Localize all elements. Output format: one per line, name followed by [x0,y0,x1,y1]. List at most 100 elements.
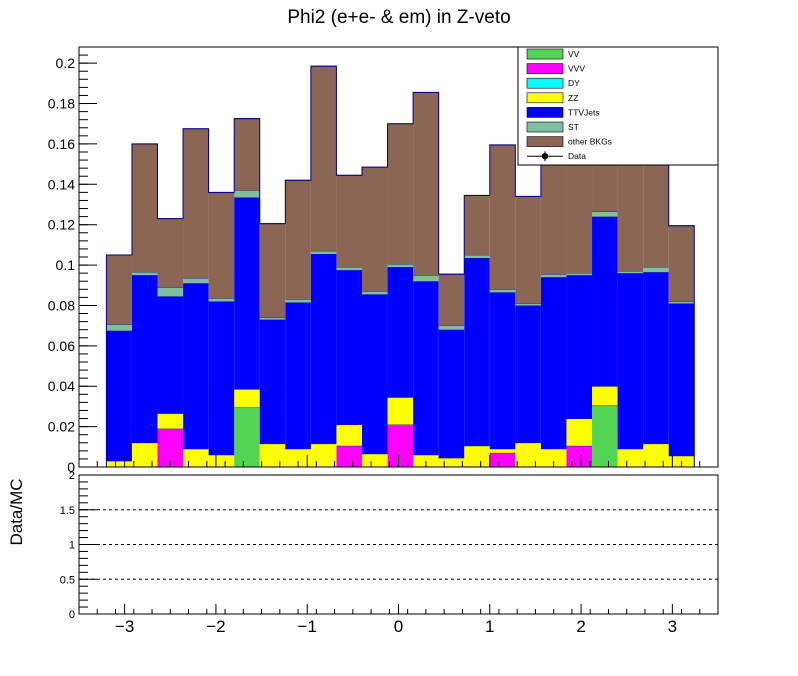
bar-st-11 [387,264,414,268]
ratio-axes: 0 0.5 1 1.5 2 [60,470,719,621]
bar-other-bkgs-6 [259,223,286,318]
bar-vvv-11 [387,424,414,467]
bar-other-bkgs-17 [540,161,567,275]
bar-other-bkgs-15 [489,144,516,290]
bar-other-bkgs-2 [157,218,184,288]
bar-vvv-15 [489,452,516,467]
bar-st-3 [183,278,209,284]
bar-vv-19 [592,405,618,467]
legend-swatch-vv [526,48,564,60]
bar-st-4 [208,298,235,302]
bar-st-1 [131,272,158,276]
bar-st-22 [668,301,695,304]
bar-other-bkgs-11 [387,123,414,265]
bar-ttvjets-17 [540,277,567,449]
bar-ttvjets-10 [361,294,388,454]
bar-ttvjets-18 [566,275,593,419]
x-tick-label: 3 [668,617,677,636]
bar-other-bkgs-20 [617,163,644,272]
x-tick-labels: −3 −2 −1 0 1 2 3 [115,617,677,636]
bar-zz-10 [361,453,388,467]
bar-st-16 [515,303,541,306]
bar-other-bkgs-13 [438,274,465,326]
bar-other-bkgs-16 [515,196,541,304]
bar-st-6 [259,317,286,320]
bar-st-5 [234,190,260,198]
bar-st-14 [464,254,490,259]
bar-st-19 [592,211,618,217]
bar-ttvjets-19 [592,216,618,387]
ratio-frame [78,474,719,615]
ratio-y-tick-label: 0.5 [60,574,75,586]
bar-st-9 [336,267,362,271]
y-tick-label: 0.12 [48,217,75,233]
bar-vvv-9 [336,445,362,467]
bar-zz-19 [592,386,618,406]
bar-ttvjets-22 [668,303,695,456]
bar-other-bkgs-4 [208,192,235,299]
legend-swatch-ttvjets [526,107,564,118]
bar-st-17 [540,274,567,278]
bar-other-bkgs-7 [285,180,311,300]
bar-ttvjets-3 [183,283,209,449]
bar-zz-14 [464,445,490,467]
legend-label-vvv: VVV [568,64,585,74]
bar-other-bkgs-9 [336,175,362,268]
legend-label-other-bkgs: other BKGs [568,137,612,147]
legend-swatch-vvv [526,63,564,74]
bar-zz-13 [438,457,465,467]
bar-st-7 [285,299,311,303]
bar-ttvjets-5 [234,197,260,390]
bar-other-bkgs-22 [668,225,695,302]
bar-ttvjets-14 [464,258,490,446]
bar-zz-21 [643,443,669,467]
x-tick-label: 1 [485,617,494,636]
bar-ttvjets-21 [643,272,669,444]
legend-swatch-zz [526,92,564,104]
bar-st-13 [438,325,465,330]
y-tick-label: 0.2 [56,55,76,71]
bar-zz-18 [566,418,593,446]
legend-swatch-dy [526,77,564,89]
bar-zz-3 [183,448,209,467]
legend-label-st: ST [568,122,579,132]
x-tick-label: −1 [298,617,317,636]
y-tick-label: 0.04 [48,378,75,394]
bar-st-10 [361,291,388,295]
bar-ttvjets-2 [157,296,184,414]
legend-label-dy: DY [568,78,580,88]
bar-st-21 [643,267,669,273]
bar-other-bkgs-1 [131,143,158,273]
bar-ttvjets-9 [336,270,362,425]
bar-zz-9 [336,424,362,446]
bar-ttvjets-11 [387,267,414,398]
x-tick-label: −2 [206,617,225,636]
bar-st-8 [310,250,337,254]
y-tick-label: 0.08 [48,297,75,313]
bar-st-20 [617,271,644,274]
ratio-y-axis-label: Data/MC [7,478,26,545]
bar-zz-17 [540,448,567,467]
bar-other-bkgs-0 [106,254,132,325]
bar-zz-0 [106,460,132,467]
bar-other-bkgs-8 [310,66,337,251]
bar-st-2 [157,287,184,297]
bar-ttvjets-20 [617,273,644,449]
main-frame [78,46,719,468]
legend-swatch-st [526,121,564,133]
ratio-panel: 0 0.5 1 1.5 2 Data/MC [7,470,719,621]
x-tick-label: 0 [394,617,403,636]
bar-other-bkgs-14 [464,195,490,255]
bar-ttvjets-12 [413,281,439,455]
legend-swatch-other-bkgs [526,136,564,147]
bar-other-bkgs-12 [413,92,439,276]
bar-ttvjets-7 [285,302,311,449]
bar-st-0 [106,324,132,331]
main-axes: 0 0.02 0.04 0.06 0.08 0.1 0.12 0.14 0.16 0.18 0.2 [48,54,719,475]
bar-zz-8 [310,443,337,467]
bar-zz-20 [617,448,644,467]
bar-zz-6 [259,443,286,467]
bar-other-bkgs-5 [234,118,260,191]
bar-vvv-18 [566,445,593,467]
